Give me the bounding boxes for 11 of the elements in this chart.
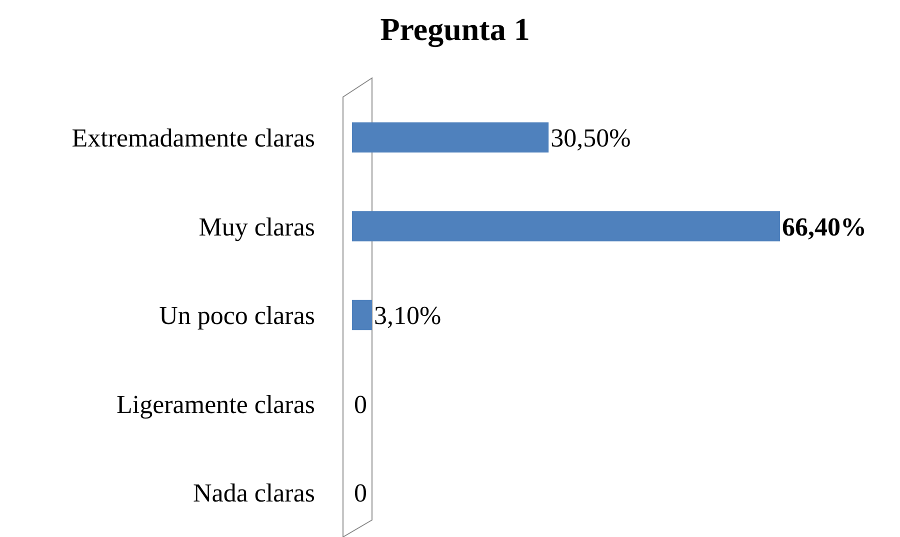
y-tick-label: Muy claras bbox=[198, 212, 315, 242]
data-label: 66,40% bbox=[782, 212, 866, 242]
y-tick-label: Extremadamente claras bbox=[72, 124, 315, 152]
chart-title: Pregunta 1 bbox=[380, 11, 530, 48]
y-tick-label: Nada claras bbox=[193, 478, 315, 508]
data-label: 0 bbox=[354, 478, 367, 508]
data-label: 30,50% bbox=[550, 124, 631, 152]
data-label: 3,10% bbox=[374, 301, 442, 330]
y-tick-label: Un poco claras bbox=[159, 301, 315, 330]
y-tick-label: Ligeramente claras bbox=[116, 390, 315, 419]
data-label: 0 bbox=[354, 390, 367, 419]
